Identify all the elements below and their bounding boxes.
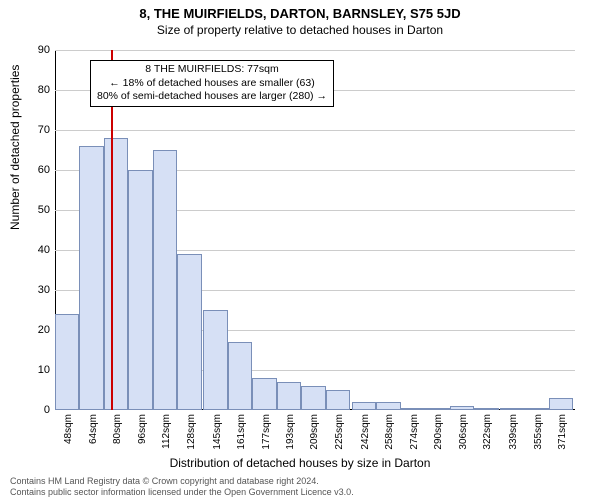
x-tick-label: 161sqm — [236, 410, 247, 450]
x-tick-label: 64sqm — [88, 410, 99, 444]
histogram-bar — [153, 150, 177, 410]
x-tick-label: 128sqm — [186, 410, 197, 450]
x-tick-label: 209sqm — [309, 410, 320, 450]
grid-line — [55, 50, 575, 51]
x-tick-label: 258sqm — [384, 410, 395, 450]
y-tick-label: 20 — [38, 324, 55, 336]
histogram-bar — [79, 146, 103, 410]
histogram-bar — [104, 138, 128, 410]
histogram-bar — [352, 402, 376, 410]
histogram-bar — [55, 314, 79, 410]
y-tick-label: 30 — [38, 284, 55, 296]
footer-line1: Contains HM Land Registry data © Crown c… — [10, 476, 354, 487]
annotation-line1: 8 THE MUIRFIELDS: 77sqm — [97, 63, 327, 77]
histogram-bar — [128, 170, 152, 410]
y-tick-label: 90 — [38, 44, 55, 56]
annotation-line3: 80% of semi-detached houses are larger (… — [97, 90, 327, 104]
x-tick-label: 112sqm — [161, 410, 172, 449]
grid-line — [55, 130, 575, 131]
y-tick-label: 80 — [38, 84, 55, 96]
footer-line2: Contains public sector information licen… — [10, 487, 354, 498]
histogram-bar — [277, 382, 301, 410]
x-tick-label: 145sqm — [212, 410, 223, 450]
x-tick-label: 371sqm — [557, 410, 568, 450]
x-tick-label: 274sqm — [409, 410, 420, 450]
y-tick-label: 10 — [38, 364, 55, 376]
x-tick-label: 242sqm — [360, 410, 371, 450]
x-tick-label: 80sqm — [112, 410, 123, 444]
y-tick-label: 40 — [38, 244, 55, 256]
y-tick-label: 70 — [38, 124, 55, 136]
x-tick-label: 322sqm — [482, 410, 493, 450]
histogram-bar — [203, 310, 227, 410]
chart-title: 8, THE MUIRFIELDS, DARTON, BARNSLEY, S75… — [0, 0, 600, 21]
footer-text: Contains HM Land Registry data © Crown c… — [10, 476, 354, 498]
x-tick-label: 290sqm — [433, 410, 444, 450]
histogram-bar — [549, 398, 573, 410]
plot-area: 010203040506070809048sqm64sqm80sqm96sqm1… — [55, 50, 575, 410]
x-axis-label: Distribution of detached houses by size … — [0, 456, 600, 470]
x-tick-label: 96sqm — [137, 410, 148, 444]
x-tick-label: 339sqm — [508, 410, 519, 450]
histogram-bar — [326, 390, 350, 410]
histogram-bar — [177, 254, 201, 410]
histogram-bar — [301, 386, 325, 410]
x-tick-label: 48sqm — [63, 410, 74, 444]
y-tick-label: 0 — [44, 404, 55, 416]
annotation-line2: ← 18% of detached houses are smaller (63… — [97, 77, 327, 91]
chart-subtitle: Size of property relative to detached ho… — [0, 21, 600, 37]
y-tick-label: 50 — [38, 204, 55, 216]
x-tick-label: 306sqm — [458, 410, 469, 450]
histogram-bar — [228, 342, 252, 410]
chart-container: 8, THE MUIRFIELDS, DARTON, BARNSLEY, S75… — [0, 0, 600, 500]
x-tick-label: 177sqm — [261, 410, 272, 450]
histogram-bar — [252, 378, 276, 410]
y-tick-label: 60 — [38, 164, 55, 176]
y-axis-label: Number of detached properties — [8, 65, 22, 230]
annotation-box: 8 THE MUIRFIELDS: 77sqm← 18% of detached… — [90, 60, 334, 107]
x-tick-label: 225sqm — [334, 410, 345, 450]
x-tick-label: 355sqm — [533, 410, 544, 450]
x-tick-label: 193sqm — [285, 410, 296, 450]
histogram-bar — [376, 402, 400, 410]
